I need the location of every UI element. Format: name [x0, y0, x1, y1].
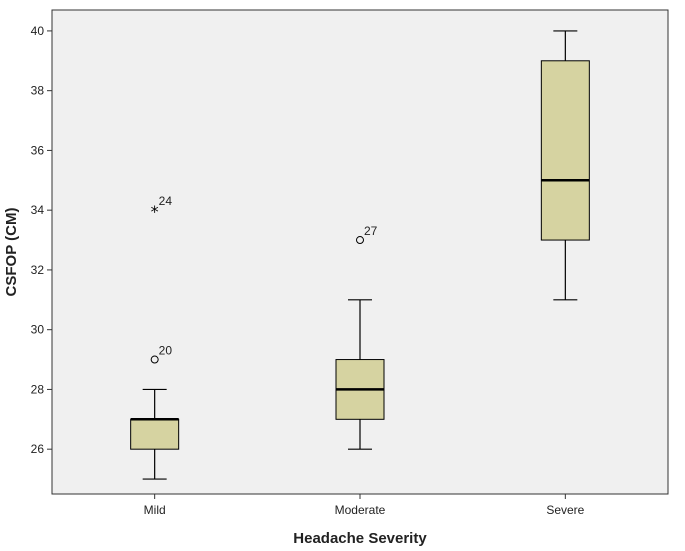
x-axis: Mild Moderate Severe	[144, 494, 585, 517]
y-axis: 26 28 30 32 34 36 38 40	[31, 24, 52, 456]
outlier-extreme-marker: *	[151, 202, 159, 221]
y-tick-label: 34	[31, 203, 45, 217]
outlier-label: 20	[159, 344, 173, 358]
y-tick-label: 30	[31, 323, 45, 337]
outlier-label: 24	[159, 194, 173, 208]
outlier-label: 27	[364, 224, 378, 238]
box-severe	[540, 30, 590, 301]
y-tick-label: 38	[31, 84, 45, 98]
y-tick-label: 32	[31, 263, 45, 277]
outlier-marker	[150, 355, 159, 364]
box-moderate: 27	[335, 224, 385, 450]
y-tick-label: 28	[31, 382, 45, 396]
y-tick-label: 40	[31, 24, 45, 38]
boxes-group: 20 *24 27	[130, 30, 590, 480]
outlier-marker	[356, 236, 364, 245]
x-tick-label: Severe	[546, 503, 584, 517]
y-axis-title: CSFOP (CM)	[3, 208, 20, 297]
box-iqr	[130, 418, 180, 450]
y-tick-label: 26	[31, 442, 45, 456]
y-tick-label: 36	[31, 143, 45, 157]
x-tick-label: Moderate	[335, 503, 386, 517]
box-mild: 20 *24	[130, 194, 180, 480]
x-tick-label: Mild	[144, 503, 166, 517]
box-iqr	[540, 60, 590, 241]
x-axis-title: Headache Severity	[293, 530, 427, 547]
